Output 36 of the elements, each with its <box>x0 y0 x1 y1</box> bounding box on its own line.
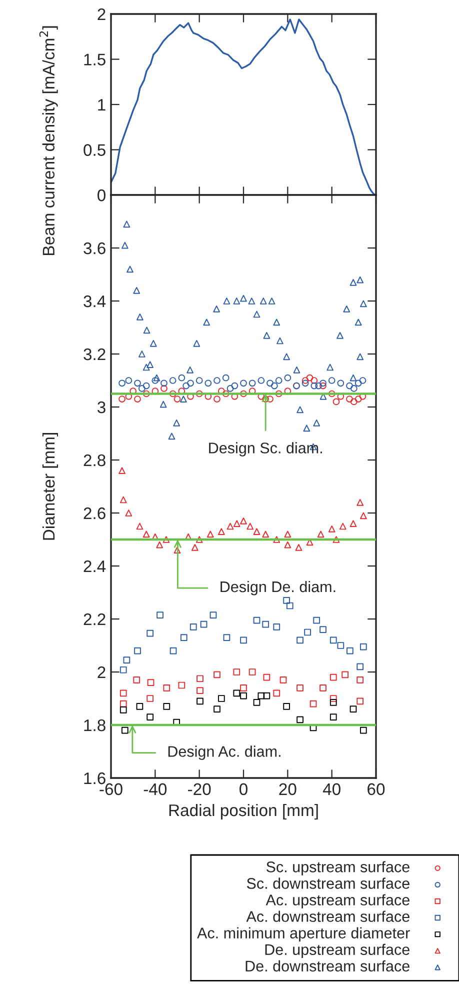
y-tick-label: 2 <box>98 8 106 20</box>
x-tick-label: -60 <box>100 783 122 796</box>
y-axis-title: Diameter [mm] <box>42 433 58 540</box>
y-axis-title: Beam current density [mA/cm$^{2}$] <box>39 26 58 255</box>
y-tick-label: 2.6 <box>84 507 106 520</box>
legend-label: Sc. upstream surface <box>266 861 410 876</box>
legend-label: Sc. downstream surface <box>246 878 410 889</box>
annotation: Design Ac. diam. <box>168 746 280 760</box>
x-tick-label: 60 <box>368 783 385 796</box>
y-tick-label: 2.4 <box>84 560 106 572</box>
legend-label: Ac. downstream surface <box>246 910 410 922</box>
annotation: Design Sc. diam. <box>209 442 322 456</box>
x-tick-label: -20 <box>188 783 211 796</box>
legend-label: Ac. minimum aperture diameter <box>197 927 410 942</box>
y-tick-label: 3 <box>98 401 106 414</box>
y-tick-label: 2.2 <box>84 613 106 626</box>
x-tick-label: -40 <box>144 783 167 796</box>
legend-label: De. upstream surface <box>265 944 410 958</box>
y-tick-label: 0.5 <box>84 144 106 156</box>
y-tick-label: 1.8 <box>84 719 106 732</box>
y-tick-label: 2 <box>98 666 106 678</box>
y-tick-label: 1.6 <box>84 772 106 784</box>
x-tick-label: 40 <box>322 783 340 796</box>
annotation: Design De. diam. <box>220 580 336 596</box>
x-tick-label: 0 <box>240 783 248 796</box>
y-tick-label: 1 <box>98 99 106 111</box>
legend-label: De. downstream surface <box>246 960 410 972</box>
y-tick-label: 2.8 <box>84 454 106 466</box>
y-tick-label: 0 <box>98 189 106 202</box>
x-axis-title: Radial position [mm] <box>169 804 318 820</box>
x-tick-label: 20 <box>279 783 296 796</box>
y-tick-label: 3.6 <box>84 242 106 254</box>
y-tick-label: 1.5 <box>84 54 106 66</box>
y-tick-label: 3.2 <box>84 348 106 360</box>
y-tick-label: 3.4 <box>84 295 106 308</box>
legend-label: Ac. upstream surface <box>266 894 410 908</box>
